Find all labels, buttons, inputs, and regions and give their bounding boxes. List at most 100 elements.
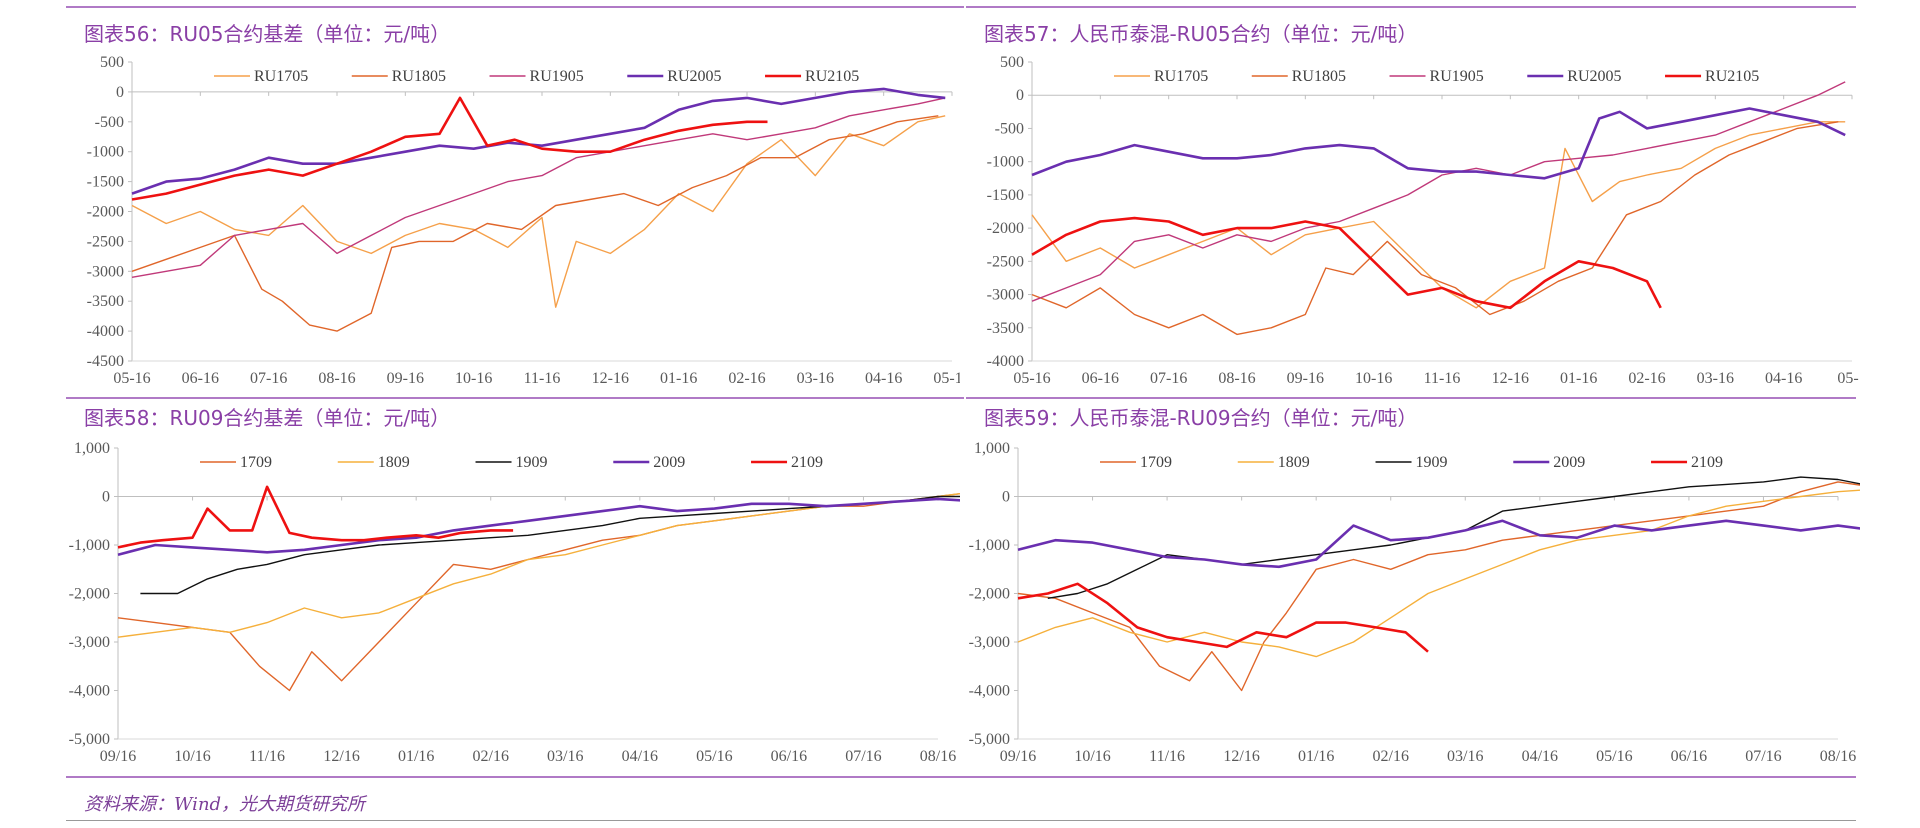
x-tick-label: 04/16 bbox=[1522, 748, 1558, 765]
y-tick-label: 1,000 bbox=[74, 440, 110, 457]
y-tick-label: -500 bbox=[95, 114, 124, 131]
series-line-2009 bbox=[1017, 519, 1860, 569]
x-tick-label: 06-16 bbox=[182, 370, 219, 387]
y-tick-label: -3000 bbox=[987, 287, 1024, 304]
y-tick-label: 0 bbox=[102, 489, 110, 506]
x-tick-label: 08/16 bbox=[1820, 748, 1856, 765]
series-line-2009 bbox=[117, 497, 960, 556]
series-line-ru1705 bbox=[131, 115, 946, 308]
legend-label: 1709 bbox=[1140, 454, 1172, 471]
y-tick-label: 0 bbox=[116, 84, 124, 101]
legend-label: 1709 bbox=[240, 454, 272, 471]
legend-label: 1909 bbox=[516, 454, 548, 471]
series-line-2109 bbox=[117, 485, 514, 549]
series-line-1709 bbox=[117, 492, 960, 692]
y-tick-label: -1,000 bbox=[69, 537, 110, 554]
x-tick-label: 06-16 bbox=[1082, 370, 1119, 387]
bottom-rule bbox=[66, 776, 1856, 778]
series-line-1809 bbox=[1017, 489, 1860, 658]
chart-thai-ru09: 1,000 0 -1,000 -2,000 -3,000 -4,000 -5,00009/1… bbox=[969, 440, 1860, 765]
x-tick-label: 09/16 bbox=[100, 748, 136, 765]
x-tick-label: 12/16 bbox=[323, 748, 359, 765]
x-tick-label: 11/16 bbox=[249, 748, 285, 765]
legend-label: RU1905 bbox=[530, 68, 584, 85]
x-tick-label: 05/16 bbox=[696, 748, 732, 765]
x-tick-label: 01-16 bbox=[1560, 370, 1597, 387]
y-tick-label: 0 bbox=[1016, 87, 1024, 104]
series-line-ru2005 bbox=[1031, 107, 1846, 180]
x-tick-label: 02/16 bbox=[473, 748, 509, 765]
series-line-1909 bbox=[1047, 476, 1860, 599]
series-line-ru2105 bbox=[131, 96, 768, 201]
y-tick-label: -5,000 bbox=[69, 731, 110, 748]
top-rule-left bbox=[66, 6, 964, 8]
legend-label: 2009 bbox=[1553, 454, 1585, 471]
legend-label: 1809 bbox=[1278, 454, 1310, 471]
series-line-ru1905 bbox=[1031, 81, 1846, 302]
series-line-ru2005 bbox=[131, 87, 946, 195]
y-tick-label: -1500 bbox=[987, 187, 1024, 204]
source-note: 资料来源：Wind，光大期货研究所 bbox=[84, 794, 366, 815]
y-tick-label: 500 bbox=[100, 54, 124, 71]
panel-title-57: 图表57：人民币泰混-RU05合约（单位：元/吨） bbox=[984, 22, 1418, 46]
x-tick-label: 11-16 bbox=[1424, 370, 1461, 387]
x-tick-label: 04-16 bbox=[1765, 370, 1802, 387]
series-line-1909 bbox=[140, 495, 960, 595]
x-tick-label: 02-16 bbox=[728, 370, 765, 387]
x-tick-label: 05-16 bbox=[933, 370, 960, 387]
legend-label: 1809 bbox=[378, 454, 410, 471]
legend-label: 1909 bbox=[1416, 454, 1448, 471]
y-tick-label: -2,000 bbox=[69, 586, 110, 603]
x-tick-label: 05-1 bbox=[1837, 370, 1860, 387]
series-line-2109 bbox=[1017, 582, 1429, 653]
x-tick-label: 08-16 bbox=[318, 370, 355, 387]
x-tick-label: 01/16 bbox=[398, 748, 434, 765]
legend-label: RU1705 bbox=[1154, 68, 1208, 85]
y-tick-label: -1500 bbox=[87, 174, 124, 191]
x-tick-label: 05-16 bbox=[113, 370, 150, 387]
x-tick-label: 03-16 bbox=[1697, 370, 1734, 387]
x-tick-label: 01-16 bbox=[660, 370, 697, 387]
legend-label: RU1805 bbox=[1292, 68, 1346, 85]
y-tick-label: 0 bbox=[1002, 489, 1010, 506]
x-tick-label: 11-16 bbox=[524, 370, 561, 387]
x-tick-label: 04-16 bbox=[865, 370, 902, 387]
y-tick-label: -3,000 bbox=[69, 634, 110, 651]
legend-label: RU2005 bbox=[667, 68, 721, 85]
y-tick-label: -1000 bbox=[87, 144, 124, 161]
x-tick-label: 07/16 bbox=[1745, 748, 1781, 765]
x-tick-label: 07-16 bbox=[250, 370, 287, 387]
x-tick-label: 05/16 bbox=[1596, 748, 1632, 765]
legend-label: 2009 bbox=[653, 454, 685, 471]
y-tick-label: -1000 bbox=[987, 154, 1024, 171]
series-line-ru1705 bbox=[1031, 121, 1846, 309]
y-tick-label: -3000 bbox=[87, 263, 124, 280]
x-tick-label: 12/16 bbox=[1223, 748, 1259, 765]
panel-title-58: 图表58：RU09合约基差（单位：元/吨） bbox=[84, 406, 451, 430]
x-tick-label: 12-16 bbox=[592, 370, 629, 387]
x-tick-label: 09-16 bbox=[1287, 370, 1324, 387]
x-tick-label: 09-16 bbox=[387, 370, 424, 387]
y-tick-label: -2000 bbox=[987, 220, 1024, 237]
y-tick-label: -2000 bbox=[87, 204, 124, 221]
legend-label: RU2105 bbox=[805, 68, 859, 85]
x-tick-label: 05-16 bbox=[1013, 370, 1050, 387]
legend-label: RU2005 bbox=[1567, 68, 1621, 85]
mid-rule-right bbox=[966, 397, 1856, 399]
y-tick-label: -500 bbox=[995, 120, 1024, 137]
x-tick-label: 03/16 bbox=[547, 748, 583, 765]
series-line-ru2105 bbox=[1031, 216, 1662, 310]
chart-ru09-basis: 1,000 0 -1,000 -2,000 -3,000 -4,000 -5,00009/1… bbox=[69, 440, 960, 765]
panel-title-56: 图表56：RU05合约基差（单位：元/吨） bbox=[84, 22, 451, 46]
y-tick-label: -4000 bbox=[987, 353, 1024, 370]
footer-rule bbox=[66, 820, 1856, 821]
series-line-1709 bbox=[1017, 481, 1860, 692]
legend-label: 2109 bbox=[791, 454, 823, 471]
legend-label: RU1705 bbox=[254, 68, 308, 85]
y-tick-label: -4500 bbox=[87, 353, 124, 370]
legend-label: 2109 bbox=[1691, 454, 1723, 471]
x-tick-label: 08-16 bbox=[1218, 370, 1255, 387]
x-tick-label: 10/16 bbox=[1074, 748, 1110, 765]
legend-label: RU1905 bbox=[1430, 68, 1484, 85]
y-tick-label: -3,000 bbox=[969, 634, 1010, 651]
